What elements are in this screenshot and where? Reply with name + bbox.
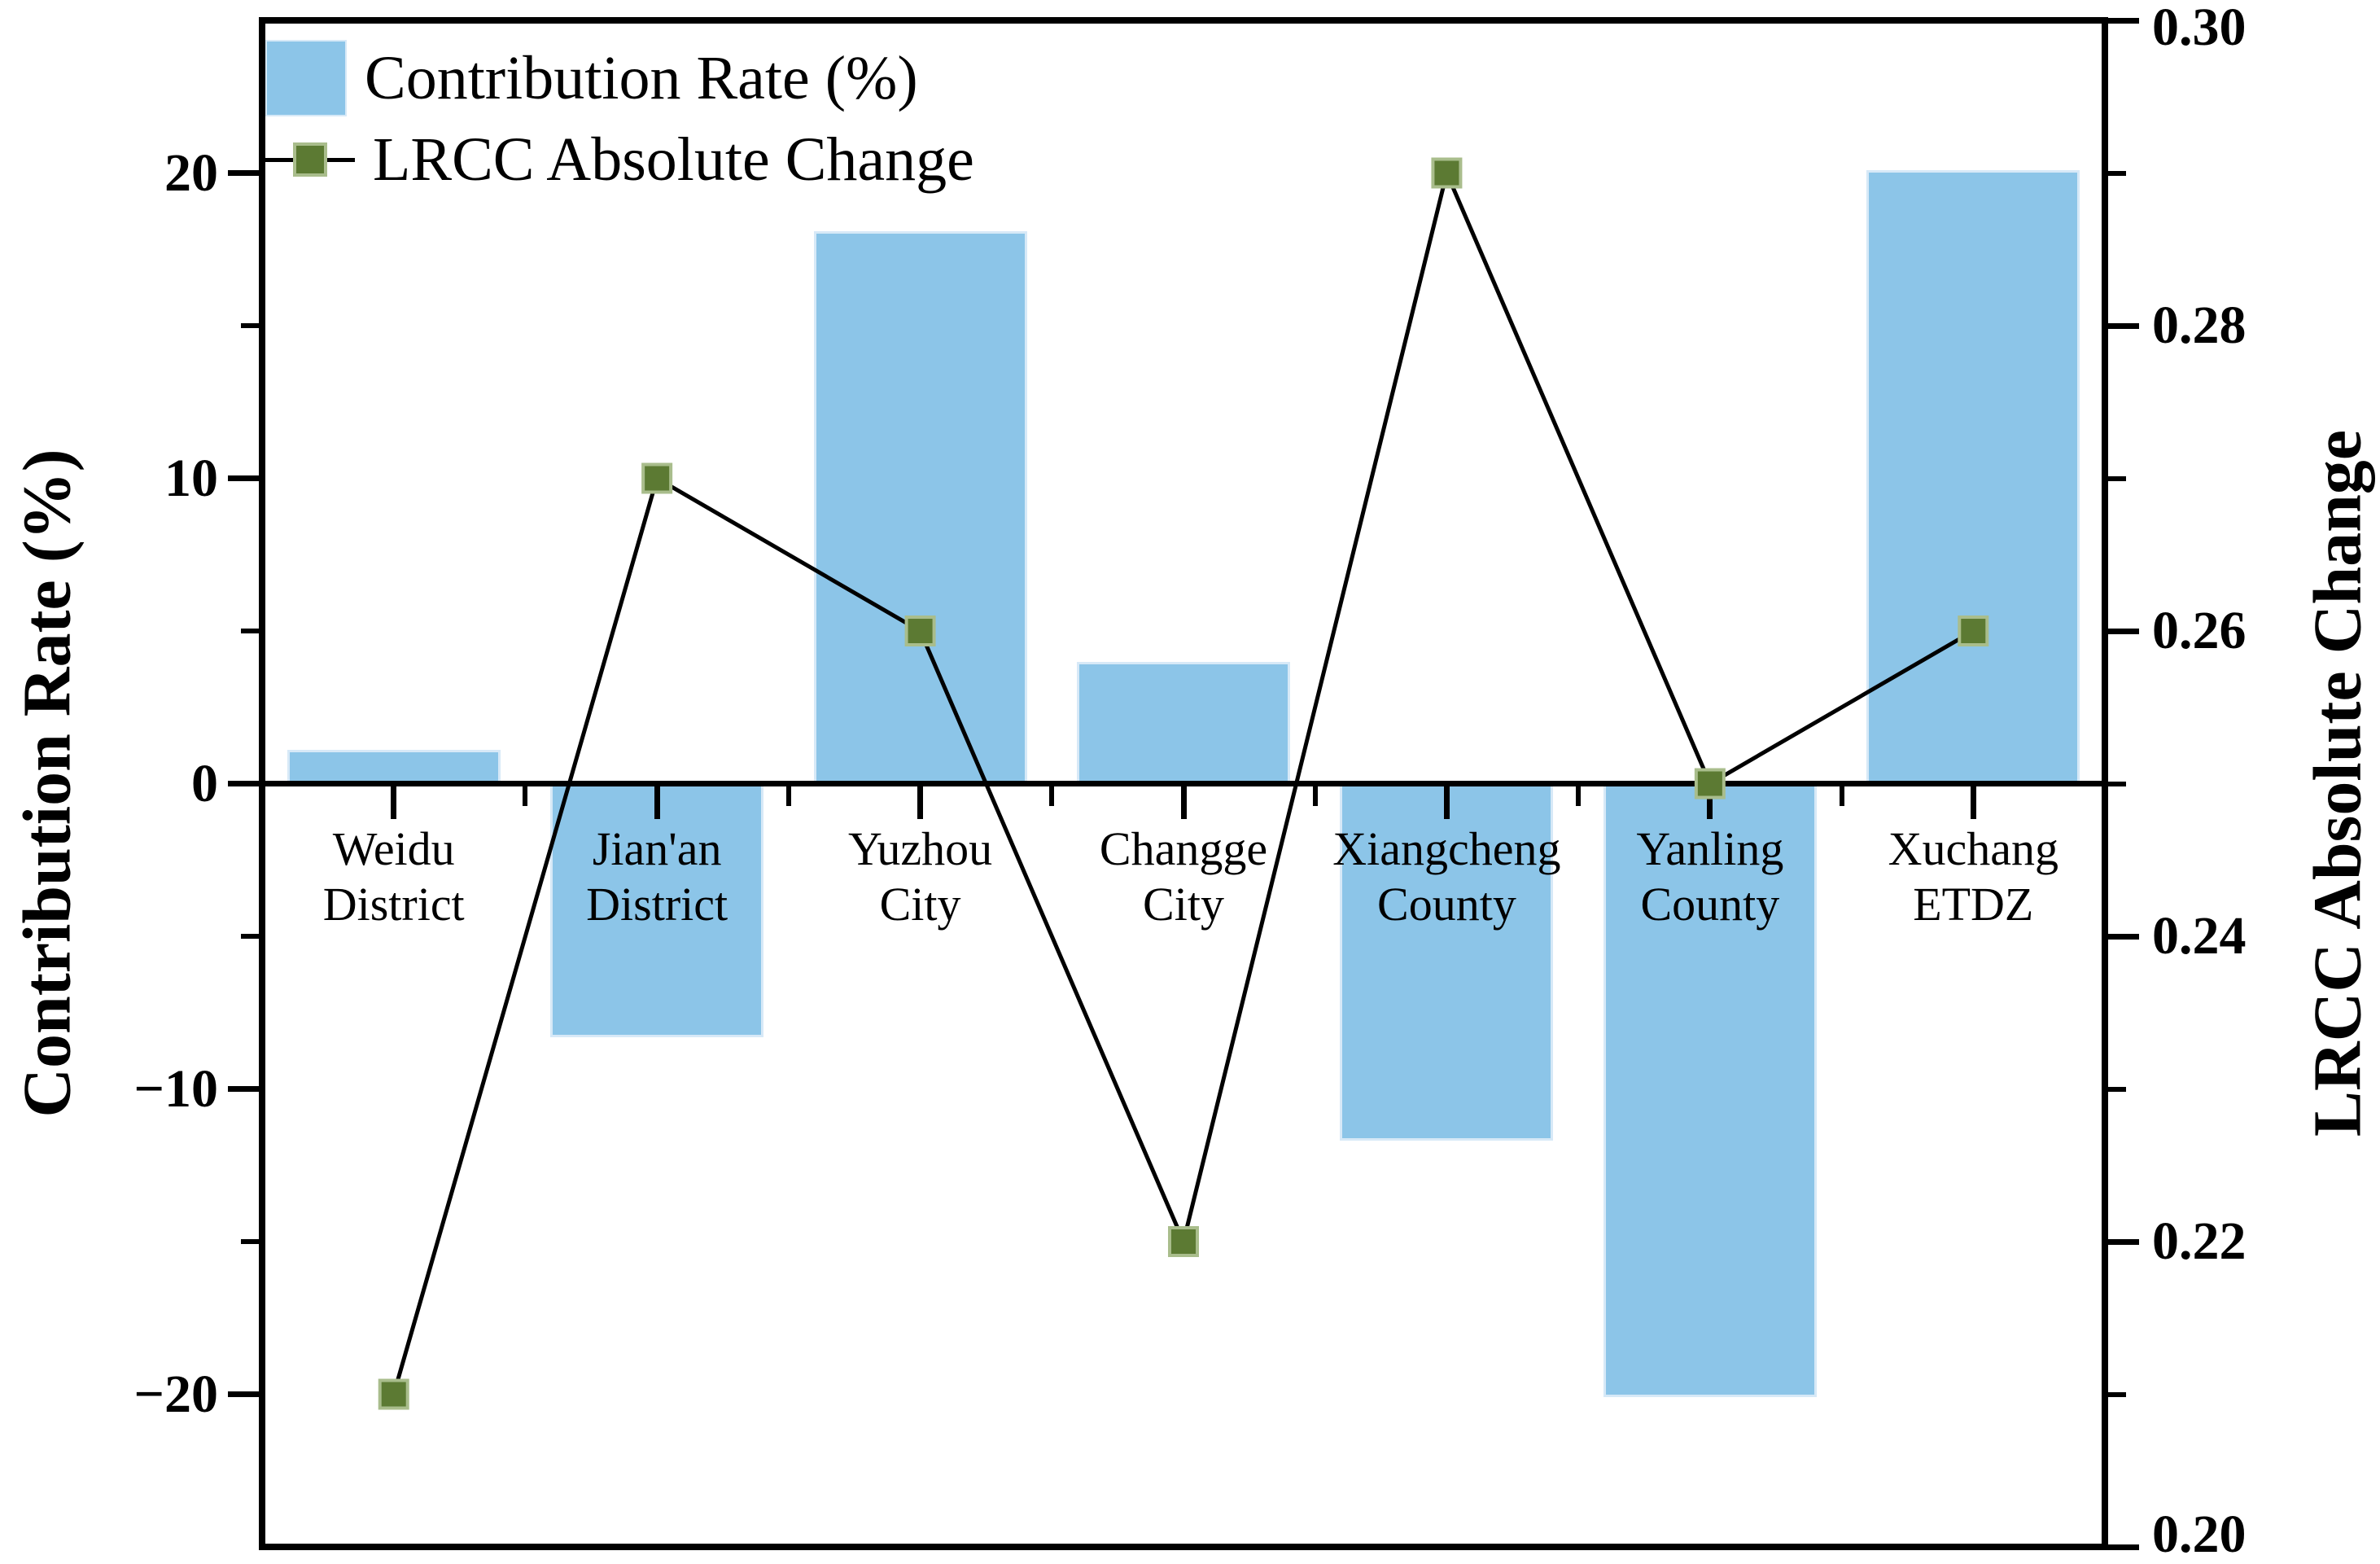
left-axis-minor-tick — [241, 1239, 259, 1244]
x-axis-category-label-line: ETDZ — [1913, 877, 2034, 931]
legend-label-lrcc-change: LRCC Absolute Change — [373, 125, 974, 194]
left-axis-major-tick — [228, 1086, 259, 1092]
left-axis-tick-label: 20 — [164, 142, 218, 203]
legend-line-sample-icon — [265, 123, 355, 196]
left-axis-major-tick — [228, 781, 259, 786]
left-axis-tick-label: 10 — [164, 448, 218, 508]
x-axis-minor-tick — [1839, 786, 1844, 806]
left-axis-tick-label: −20 — [133, 1364, 218, 1424]
right-axis-major-tick — [2108, 322, 2139, 329]
bar — [1603, 783, 1817, 1398]
x-axis-category-label-line: Xiangcheng — [1332, 821, 1561, 875]
right-axis-major-tick — [2108, 1238, 2139, 1245]
x-axis-minor-tick — [1312, 786, 1318, 806]
x-axis-category-label: Weidu District — [256, 821, 532, 932]
right-axis-minor-tick — [2108, 475, 2126, 481]
right-axis-major-tick — [2108, 1544, 2139, 1550]
x-axis-major-tick — [1443, 786, 1450, 819]
x-axis-category-label-line: District — [322, 877, 465, 931]
x-axis-major-tick — [1180, 786, 1187, 819]
left-axis-minor-tick — [241, 323, 259, 328]
bar — [1866, 169, 2080, 784]
lrcc-square-marker — [1694, 768, 1726, 800]
lrcc-square-marker — [641, 462, 673, 494]
right-axis-minor-tick — [2108, 170, 2126, 176]
x-axis-category-label-line: Changge — [1099, 821, 1268, 875]
right-axis-tick-label: 0.22 — [2152, 1211, 2247, 1271]
lrcc-line — [392, 166, 1975, 1395]
right-axis-minor-tick — [2108, 781, 2126, 786]
right-axis-tick-label: 0.20 — [2152, 1505, 2247, 1564]
x-axis-category-label-line: Yanling — [1636, 821, 1784, 875]
lrcc-square-marker — [378, 1378, 409, 1410]
right-axis-major-tick — [2108, 17, 2139, 24]
legend: Contribution Rate (%) LRCC Absolute Chan… — [265, 37, 974, 200]
left-axis-tick-label: −10 — [133, 1058, 218, 1119]
x-axis-category-label-line: City — [879, 877, 961, 931]
left-axis-major-tick — [228, 170, 259, 176]
x-axis-category-label: Yuzhou City — [782, 821, 1059, 932]
left-axis-title: Contribution Rate (%) — [9, 449, 85, 1118]
x-axis-minor-tick — [1049, 786, 1055, 806]
legend-item-lrcc-change: LRCC Absolute Change — [265, 119, 974, 200]
right-axis-title: LRCC Absolute Change — [2299, 429, 2376, 1137]
right-axis-tick-label: 0.24 — [2152, 906, 2247, 966]
left-axis-major-tick — [228, 475, 259, 481]
x-axis-minor-tick — [1576, 786, 1582, 806]
x-axis-zero-line — [262, 781, 2105, 786]
x-axis-major-tick — [654, 786, 660, 819]
right-axis-tick-label: 0.26 — [2152, 601, 2247, 660]
right-axis-tick-label: 0.30 — [2152, 0, 2247, 57]
lrcc-square-marker — [1958, 616, 1989, 646]
legend-item-contribution-rate: Contribution Rate (%) — [265, 37, 974, 119]
x-axis-category-label-line: Jian'an — [592, 821, 722, 875]
right-axis-tick-label: 0.28 — [2152, 296, 2247, 355]
x-axis-category-label-line: County — [1640, 877, 1780, 931]
lrcc-square-marker — [904, 616, 936, 646]
x-axis-category-label: Xiangcheng County — [1308, 821, 1585, 932]
x-axis-category-label-line: Yuzhou — [847, 821, 993, 875]
left-axis-minor-tick — [241, 934, 259, 939]
x-axis-category-label-line: District — [586, 877, 728, 931]
x-axis-major-tick — [1707, 786, 1713, 819]
legend-label-contribution-rate: Contribution Rate (%) — [365, 43, 918, 112]
right-axis-major-tick — [2108, 933, 2139, 940]
x-axis-category-label: Changge City — [1045, 821, 1322, 932]
left-axis-tick-label: 0 — [191, 753, 218, 813]
left-axis-major-tick — [228, 1391, 259, 1397]
x-axis-major-tick — [917, 786, 924, 819]
x-axis-category-label: Jian'an District — [518, 821, 795, 932]
x-axis-category-label-line: Xuchang — [1888, 821, 2058, 875]
x-axis-category-label: Yanling County — [1572, 821, 1848, 932]
x-axis-minor-tick — [523, 786, 528, 806]
x-axis-major-tick — [391, 786, 397, 819]
right-axis-minor-tick — [2108, 1086, 2126, 1092]
legend-square-marker-icon — [293, 142, 327, 177]
lrcc-square-marker — [1168, 1226, 1199, 1257]
right-axis-minor-tick — [2108, 1391, 2126, 1397]
x-axis-category-label: Xuchang ETDZ — [1835, 821, 2111, 932]
x-axis-category-label-line: County — [1377, 877, 1516, 931]
legend-bar-swatch-icon — [265, 40, 347, 116]
left-axis-minor-tick — [241, 629, 259, 633]
x-axis-minor-tick — [785, 786, 791, 806]
x-axis-major-tick — [1970, 786, 1976, 819]
right-axis-major-tick — [2108, 628, 2139, 634]
x-axis-category-label-line: City — [1143, 877, 1224, 931]
bar — [550, 783, 764, 1037]
lrcc-square-marker — [1431, 157, 1463, 189]
x-axis-category-label-line: Weidu — [332, 821, 455, 875]
